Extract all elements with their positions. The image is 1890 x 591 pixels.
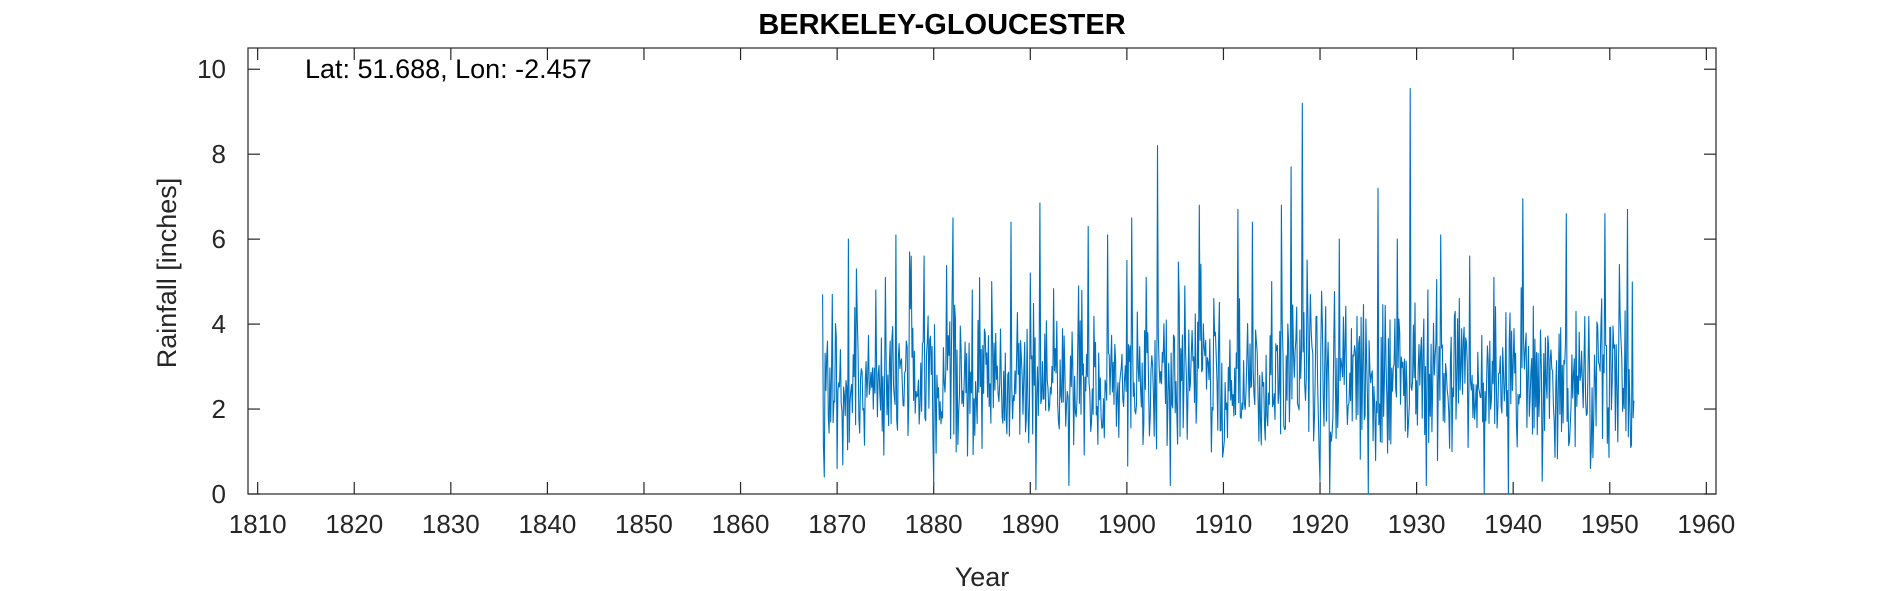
x-tick-label: 1960 <box>1677 509 1735 539</box>
x-tick-label: 1860 <box>712 509 770 539</box>
x-tick-label: 1850 <box>615 509 673 539</box>
tick-labels: 1810 1820 1830 1840 1850 1860 1870 1880 1890 1900… <box>197 54 1735 539</box>
x-tick-label: 1930 <box>1388 509 1446 539</box>
x-tick-label: 1830 <box>422 509 480 539</box>
y-tick-label: 10 <box>197 54 226 84</box>
x-tick-label: 1920 <box>1291 509 1349 539</box>
x-tick-label: 1820 <box>325 509 383 539</box>
x-tick-label: 1880 <box>905 509 963 539</box>
plot-area <box>247 47 1717 495</box>
y-tick-label: 4 <box>212 309 226 339</box>
x-axis-label: Year <box>955 562 1010 591</box>
x-tick-label: 1890 <box>1001 509 1059 539</box>
axis-ticks <box>248 48 1716 495</box>
x-tick-label: 1840 <box>518 509 576 539</box>
chart-title: BERKELEY-GLOUCESTER <box>758 9 1125 41</box>
x-tick-label: 1810 <box>229 509 287 539</box>
y-axis-label: Rainfall [inches] <box>152 178 182 369</box>
x-tick-label: 1950 <box>1581 509 1639 539</box>
x-tick-label: 1870 <box>808 509 866 539</box>
x-tick-label: 1940 <box>1484 509 1542 539</box>
x-tick-label: 1910 <box>1195 509 1253 539</box>
y-tick-label: 6 <box>212 224 226 254</box>
x-tick-label: 1900 <box>1098 509 1156 539</box>
y-tick-label: 0 <box>212 479 226 509</box>
location-annotation: Lat: 51.688, Lon: -2.457 <box>305 54 592 84</box>
rainfall-series-line <box>822 87 1635 495</box>
y-tick-label: 2 <box>212 394 226 424</box>
y-tick-label: 8 <box>212 139 226 169</box>
